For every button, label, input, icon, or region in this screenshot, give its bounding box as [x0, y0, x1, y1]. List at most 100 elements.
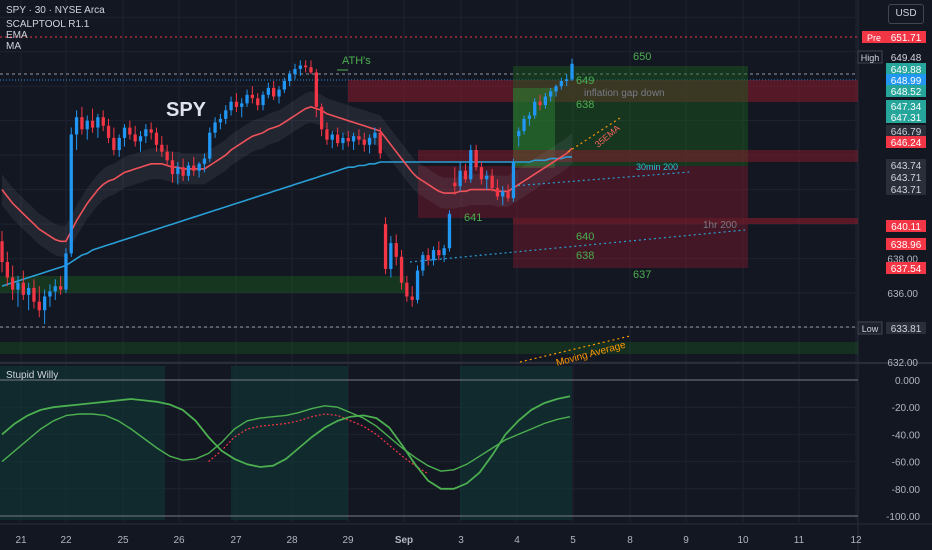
candle-body [154, 132, 159, 145]
time-tick-label: 9 [683, 535, 689, 546]
candle [389, 236, 393, 278]
candle-body [186, 165, 191, 176]
candle-body [96, 117, 100, 128]
time-tick-label: 12 [850, 535, 862, 546]
candle [373, 127, 377, 145]
price-label-box [886, 183, 926, 195]
oscillator-title: Stupid Willy [6, 370, 59, 381]
price-label-value: 648.52 [891, 87, 922, 98]
candle-body [437, 250, 441, 256]
candle [122, 124, 127, 147]
candle-body [32, 287, 36, 302]
time-tick-label: 11 [794, 535, 805, 546]
candle-body [570, 63, 574, 80]
candle-body [442, 248, 446, 256]
price-label-box [886, 125, 926, 137]
price-label-box [886, 31, 926, 43]
candle [357, 129, 361, 145]
candle-body [133, 134, 137, 142]
candle-body [383, 224, 388, 269]
resistance-band [418, 150, 858, 162]
candle [181, 158, 185, 181]
candle [208, 127, 212, 163]
candle [186, 162, 191, 181]
candle [261, 91, 265, 111]
candle-body [256, 98, 260, 106]
candle-body [37, 301, 41, 311]
currency-button[interactable]: USD [888, 4, 924, 24]
candle-body [234, 101, 239, 107]
candle [133, 125, 137, 147]
annotation-label: inflation gap down [584, 88, 665, 99]
candle-body [48, 291, 52, 297]
price-label: 646.79 [886, 125, 926, 138]
candle [229, 96, 233, 116]
symbol-title: SPY · 30 · NYSE Arca [6, 5, 105, 16]
candle [527, 112, 531, 126]
candle [282, 77, 286, 94]
candle-body [415, 270, 420, 300]
price-label-box [886, 100, 926, 112]
candle-body [117, 137, 121, 150]
price-label: 648.52 [886, 85, 926, 98]
indicator-ema[interactable]: EMA [6, 30, 28, 41]
candle [543, 93, 547, 109]
candle [149, 122, 153, 140]
time-tick-label: 10 [737, 535, 749, 546]
candle [320, 103, 324, 137]
candle-body [27, 287, 31, 295]
candle [447, 210, 452, 252]
candle [463, 163, 468, 183]
annotation-label: 637 [633, 269, 651, 281]
candle-body [64, 253, 68, 290]
time-tick-label: 26 [173, 535, 185, 546]
candle-body [426, 255, 430, 261]
candle-body [330, 134, 334, 140]
candle-body [59, 286, 63, 290]
candle [192, 156, 196, 176]
price-label-value: 651.71 [891, 33, 922, 44]
price-label: Pre 651.71 [862, 31, 926, 44]
candle-body [240, 103, 244, 107]
price-label: 643.71 [886, 183, 926, 196]
price-label: 643.74 [886, 159, 926, 172]
candle-body [559, 81, 563, 87]
candle [346, 131, 350, 147]
price-label-box [886, 74, 926, 86]
candle [442, 244, 446, 263]
candle [266, 82, 270, 99]
price-label-box [886, 322, 926, 334]
candle-body [405, 282, 409, 297]
indicator-ma[interactable]: MA [6, 41, 21, 52]
annotation-label: 649 [576, 75, 594, 87]
candle [117, 134, 121, 157]
candle [43, 289, 47, 325]
indicator-scalptool[interactable]: SCALPTOOL R1.1 [6, 19, 90, 30]
price-label-box [886, 85, 926, 97]
price-label: 638.96 [886, 238, 926, 251]
time-tick-label: 5 [570, 535, 576, 546]
price-label-value: 648.99 [891, 76, 922, 87]
candle [330, 131, 334, 149]
candle-body [495, 187, 500, 197]
candle [314, 68, 318, 118]
candle-body [165, 151, 169, 161]
price-label-box [886, 238, 926, 250]
price-label-value: 638.96 [891, 240, 922, 251]
osc-tick-label: -60.00 [892, 458, 921, 469]
candle-body [208, 132, 212, 159]
candle [256, 93, 260, 111]
candle-body [101, 117, 105, 126]
price-label-value: 647.31 [891, 113, 922, 124]
candle-body [160, 144, 164, 152]
candle [213, 117, 217, 138]
price-label-box [886, 63, 926, 75]
oscillator-highlight [460, 366, 572, 520]
oscillator-highlight [231, 366, 348, 520]
price-label-box [886, 171, 926, 183]
price-label-box [886, 111, 926, 123]
annotation-label: 640 [576, 231, 594, 243]
candle-body [122, 127, 127, 138]
candle-body [128, 127, 132, 135]
